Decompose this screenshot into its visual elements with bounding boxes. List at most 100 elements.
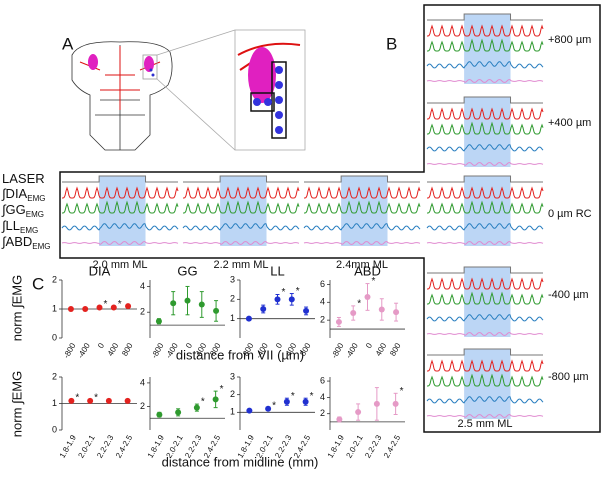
laser-shade (464, 349, 511, 419)
significance-star: * (104, 299, 108, 310)
x-tick-label: 0 (364, 341, 374, 350)
x-tick-label: 800 (298, 341, 313, 358)
trace-label: ∫DIAEMG (1, 186, 45, 203)
laser-trace (62, 175, 178, 183)
rc-label: -800 µm (548, 371, 589, 383)
data-point (68, 397, 75, 404)
y-tick-label: 4 (140, 377, 145, 387)
trace-label-main: ∫DIA (1, 186, 28, 201)
y-tick-label: 0 (52, 332, 57, 342)
x-tick-label: 400 (106, 341, 121, 358)
emg-trace (426, 396, 544, 404)
trace-block (426, 175, 544, 246)
trace-label-sub: EMG (26, 210, 44, 219)
x-tick-label: 400 (374, 341, 389, 358)
data-point (364, 293, 371, 300)
trace-block (61, 175, 179, 246)
significance-star: * (310, 391, 314, 402)
laser-trace (427, 175, 543, 183)
data-point (274, 296, 281, 303)
x-axis-label: distance from VII (µm) (176, 347, 304, 362)
x-tick-label: -400 (344, 341, 360, 360)
significance-star: * (372, 276, 376, 287)
x-tick-label: 2.4-2.5 (382, 433, 403, 460)
trace-block (303, 175, 421, 246)
emg-trace (426, 332, 544, 337)
emg-trace (304, 200, 421, 214)
trace-block (426, 13, 544, 84)
panel-frame (59, 4, 601, 433)
emg-trace (427, 107, 544, 120)
emg-trace (61, 223, 179, 231)
significance-star: * (400, 386, 404, 397)
trace-label-main: LASER (2, 171, 45, 186)
emg-trace (61, 241, 179, 246)
panel-label: A (62, 34, 74, 53)
chart-title: DIA (89, 263, 111, 278)
y-tick-label: 4 (320, 392, 325, 402)
brainstem-drawing (71, 29, 306, 151)
laser-trace (427, 96, 543, 104)
data-point (96, 304, 103, 311)
laser-trace (304, 175, 420, 183)
data-point (303, 307, 310, 314)
laser-trace (427, 348, 543, 356)
x-tick-label: 0 (274, 341, 284, 350)
data-point (170, 300, 177, 307)
column-label: 2.5 mm ML (457, 418, 512, 430)
data-point (335, 318, 342, 325)
significance-star: * (201, 397, 205, 408)
laser-shade (464, 176, 511, 246)
emg-trace (303, 241, 421, 246)
data-point (82, 306, 89, 312)
data-point (260, 306, 267, 312)
trace-label: LASER (2, 171, 45, 186)
column-label: 2.4mm ML (336, 259, 388, 271)
data-point (392, 400, 399, 407)
data-point (283, 398, 290, 405)
emg-trace (426, 162, 544, 167)
data-point (105, 397, 112, 404)
emg-trace (304, 186, 421, 199)
trace-label-sub: EMG (32, 242, 50, 251)
panel-label: C (32, 274, 44, 293)
laser-shade (341, 176, 388, 246)
y-tick-label: 2 (230, 294, 235, 304)
trace-label: ∫LLEMG (1, 218, 38, 235)
trace-block (426, 348, 544, 419)
trace-label-sub: EMG (27, 194, 45, 203)
emg-trace (427, 121, 544, 135)
data-point (245, 315, 252, 322)
chart-title: LL (270, 263, 284, 278)
trace-label: ∫ABDEMG (1, 234, 51, 251)
trace-label-main: ∫GG (1, 202, 26, 217)
column-label: 2.2 mm ML (213, 259, 268, 271)
x-tick-label: 1.8-1.9 (58, 433, 79, 460)
significance-star: * (291, 391, 295, 402)
x-tick-label: 800 (388, 341, 403, 358)
significance-star: * (220, 384, 224, 395)
y-tick-label: 0 (52, 424, 57, 434)
data-point (156, 411, 163, 418)
data-point (378, 306, 385, 313)
laser-shade (99, 176, 146, 246)
x-tick-label: 800 (120, 341, 135, 358)
y-tick-label: 6 (320, 375, 325, 385)
data-point (212, 396, 219, 403)
data-point (288, 296, 295, 303)
emg-trace (426, 144, 544, 152)
y-tick-label: 2 (52, 371, 57, 381)
emg-trace (426, 414, 544, 419)
laser-shade (220, 176, 267, 246)
laser-trace (427, 13, 543, 21)
y-tick-label: 2 (320, 408, 325, 418)
significance-star: * (272, 401, 276, 412)
x-axis-label: distance from midline (mm) (162, 454, 319, 469)
significance-star: * (296, 286, 300, 297)
emg-trace (426, 241, 544, 246)
x-tick-label: 2.2-2.3 (363, 433, 384, 460)
x-tick-label: -800 (62, 341, 78, 360)
emg-trace (426, 314, 544, 322)
y-tick-label: 6 (320, 279, 325, 289)
